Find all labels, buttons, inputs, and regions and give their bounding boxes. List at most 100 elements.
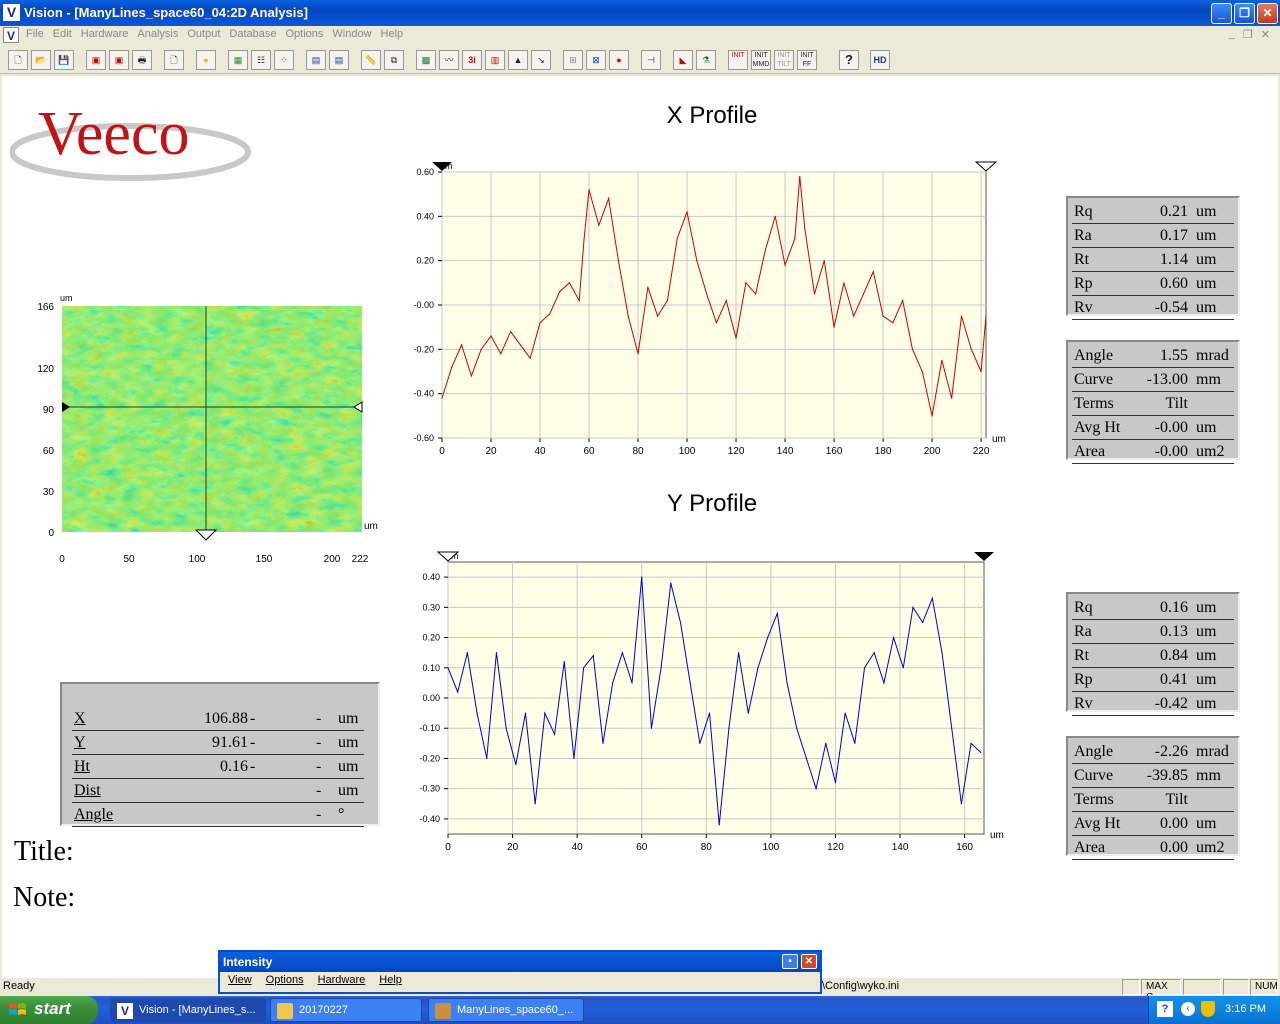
stat-value: -2.26 xyxy=(1154,743,1188,760)
menu-help[interactable]: Help xyxy=(380,28,404,40)
menu-file[interactable]: File xyxy=(26,28,44,40)
profile-point xyxy=(873,652,875,654)
cursor-readout: X 106.88- - um Y 91.61- - um Ht 0.16- - um Dist - um An… xyxy=(60,682,380,827)
maximize-button[interactable]: ❐ xyxy=(1234,3,1255,24)
task-label: ManyLines_space60_... xyxy=(457,1004,574,1016)
profile-point xyxy=(813,293,816,295)
stat-value: 0.60 xyxy=(1160,275,1188,292)
record-icon[interactable]: ● xyxy=(609,50,629,70)
3d-icon[interactable]: 3i xyxy=(462,50,482,70)
intensity-menu-view[interactable]: View xyxy=(228,974,252,986)
copy-icon[interactable]: ⧉ xyxy=(384,50,404,70)
new-icon[interactable]: 🗋 xyxy=(8,50,28,70)
start-button[interactable]: start xyxy=(0,996,98,1024)
right-cursor-handle[interactable] xyxy=(353,401,363,413)
task-folder[interactable]: 20170227 xyxy=(270,998,422,1022)
report-icon[interactable]: ▤ xyxy=(329,50,349,70)
x-unit-label: um xyxy=(990,830,1004,841)
profile-icon[interactable]: 〰 xyxy=(439,50,459,70)
y-profile-chart[interactable]: 0 20 40 60 80 100 120 140 160 0.40 0.30 0.20 0.10 0.0… xyxy=(398,544,1018,862)
task-vision[interactable]: V Vision - [ManyLines_s... xyxy=(110,998,266,1022)
map-y-tick: 90 xyxy=(43,405,55,416)
light-icon[interactable]: ● xyxy=(196,50,216,70)
init-tilt-button[interactable]: INIT TILT xyxy=(774,50,794,70)
stat-name: Rq xyxy=(1074,599,1093,616)
height-map[interactable]: um 166 120 90 60 30 0 0 50 100 150 200 2… xyxy=(22,294,382,564)
peak-icon[interactable]: ▲ xyxy=(508,50,528,70)
stat-row-avg-ht: Avg Ht -0.00 um xyxy=(1072,416,1234,440)
print-icon[interactable]: 🖶 xyxy=(132,50,152,70)
stat-name: Rt xyxy=(1074,647,1090,664)
x-tick-label: 140 xyxy=(777,446,794,457)
profile-point xyxy=(767,636,769,639)
export-icon[interactable]: ▣ xyxy=(86,50,106,70)
stat-name: Ra xyxy=(1074,623,1092,640)
beaker-icon[interactable]: ⚗ xyxy=(696,50,716,70)
y-tick-label: -0.10 xyxy=(419,723,440,733)
readout-delta: - xyxy=(250,710,256,727)
back-arrow-icon[interactable]: ‹ xyxy=(1181,1002,1195,1016)
close-button[interactable]: ✕ xyxy=(1257,3,1278,24)
ruler-icon[interactable]: 📏 xyxy=(361,50,381,70)
save-as-icon[interactable]: ▣ xyxy=(109,50,129,70)
mask-icon[interactable]: ☷ xyxy=(251,50,271,70)
profile-point xyxy=(823,260,825,262)
menu-items: File Edit Hardware Analysis Output Datab… xyxy=(24,28,410,40)
page-icon[interactable]: 🗋 xyxy=(164,50,184,70)
profile-point xyxy=(970,348,972,350)
intensity-menu-hardware[interactable]: Hardware xyxy=(317,974,366,986)
x-tick-label: 140 xyxy=(892,842,909,853)
stat-unit: um xyxy=(1196,227,1217,244)
intensity-close-icon[interactable]: ✕ xyxy=(801,954,817,969)
contour-icon[interactable]: ▩ xyxy=(416,50,436,70)
veeco-logo: Veeco xyxy=(10,100,251,181)
menu-options[interactable]: Options xyxy=(285,28,324,40)
x-profile-chart[interactable]: 0 20 40 60 80 100 120 140 160 180 200 220 0.60 0.40 0.… xyxy=(398,154,1018,464)
hd-button[interactable]: HD xyxy=(870,50,890,70)
document-icon[interactable]: V xyxy=(3,27,19,43)
save-icon[interactable]: 💾 xyxy=(54,50,74,70)
stat-unit: um xyxy=(1196,419,1217,436)
security-shield-icon[interactable] xyxy=(1201,1001,1215,1017)
init-icon[interactable]: INIT xyxy=(728,50,748,70)
intensity-menu-options[interactable]: Options xyxy=(265,974,304,986)
profile-point xyxy=(534,803,536,805)
menu-database[interactable]: Database xyxy=(229,28,277,40)
help-icon[interactable]: ? xyxy=(839,50,859,70)
menu-window[interactable]: Window xyxy=(332,28,372,40)
task-label: Vision - [ManyLines_s... xyxy=(139,1004,256,1016)
map-icon[interactable]: ▦ xyxy=(228,50,248,70)
menu-output[interactable]: Output xyxy=(187,28,221,40)
doc-minimize-icon[interactable]: _ xyxy=(1228,28,1235,40)
init-ff-button[interactable]: INIT FF xyxy=(797,50,817,70)
profile-point xyxy=(573,757,575,760)
task-manylines[interactable]: ManyLines_space60_... xyxy=(428,998,584,1022)
stat-unit: mrad xyxy=(1196,743,1229,760)
init-mmd-button[interactable]: INIT MMD xyxy=(751,50,771,70)
step-icon[interactable]: ↘ xyxy=(531,50,551,70)
palette-icon[interactable]: ⁘ xyxy=(274,50,294,70)
menu-edit[interactable]: Edit xyxy=(52,28,72,40)
readout-unit: um xyxy=(338,758,359,775)
color-icon[interactable]: ◣ xyxy=(673,50,693,70)
stage-icon[interactable]: ⊣ xyxy=(641,50,661,70)
histogram-icon[interactable]: ▥ xyxy=(485,50,505,70)
grid-icon[interactable]: ⊞ xyxy=(563,50,583,70)
intensity-menu-help[interactable]: Help xyxy=(379,974,402,986)
table-icon[interactable]: ▤ xyxy=(306,50,326,70)
plot-icon[interactable]: ⊠ xyxy=(586,50,606,70)
left-cursor-handle[interactable] xyxy=(62,402,70,412)
intensity-window[interactable]: Intensity ▪ ✕ View Options Hardware Help xyxy=(218,950,822,994)
help-tray-icon[interactable]: ? xyxy=(1157,1001,1173,1017)
doc-restore-icon[interactable]: ❐ xyxy=(1242,29,1253,41)
intensity-restore-icon[interactable]: ▪ xyxy=(782,954,798,969)
menu-analysis[interactable]: Analysis xyxy=(137,28,179,40)
intensity-title-bar[interactable]: Intensity ▪ ✕ xyxy=(220,952,820,972)
map-y-tick: 30 xyxy=(43,487,55,498)
stat-name: Rv xyxy=(1074,695,1093,712)
open-icon[interactable]: 📂 xyxy=(31,50,51,70)
doc-close-icon[interactable]: ✕ xyxy=(1260,29,1270,41)
minimize-button[interactable]: _ xyxy=(1211,3,1232,24)
bottom-cursor-handle[interactable] xyxy=(194,529,218,541)
menu-hardware[interactable]: Hardware xyxy=(80,28,129,40)
